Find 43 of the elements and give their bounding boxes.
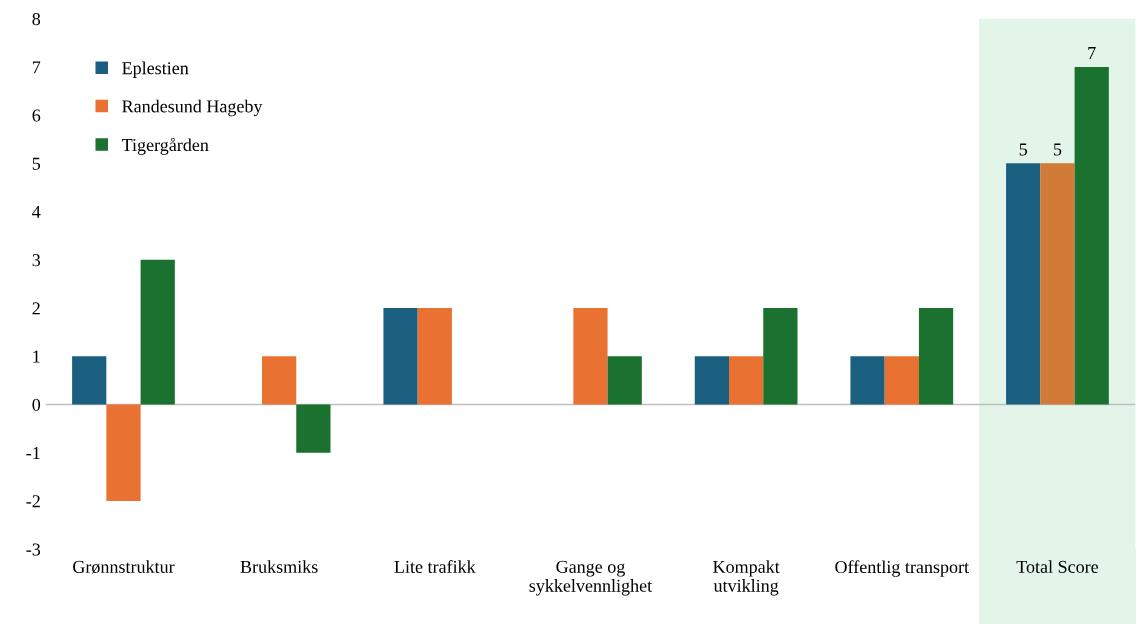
x-tick-label: Kompakt utvikling — [713, 560, 780, 596]
bar — [1074, 66, 1109, 405]
y-tick-label: 3 — [32, 254, 41, 267]
bar — [763, 308, 798, 405]
bar — [884, 356, 919, 405]
bar — [417, 308, 452, 405]
x-tick-label: Gange og sykkelvennlighet — [529, 560, 653, 596]
data-label: 5 — [1054, 143, 1062, 156]
bar — [1040, 163, 1075, 405]
bar — [573, 308, 608, 405]
x-tick-label: Grønnstruktur — [73, 560, 175, 574]
data-label: 5 — [1019, 143, 1028, 156]
legend-label: Tigergården — [121, 137, 209, 155]
x-tick-label: Bruksmiks — [240, 560, 318, 573]
bar — [262, 356, 297, 405]
data-label: 7 — [1088, 47, 1096, 59]
y-tick-label: 5 — [32, 157, 41, 170]
y-tick-label: 4 — [32, 205, 41, 218]
x-tick-label: Offentlig transport — [835, 560, 969, 577]
y-tick-label: 8 — [32, 12, 41, 26]
y-tick-label: -3 — [26, 543, 41, 556]
y-tick-label: 6 — [32, 109, 41, 122]
x-tick-label: Lite trafikk — [394, 560, 476, 573]
bar — [850, 356, 885, 405]
bar — [694, 356, 730, 405]
bar — [140, 259, 175, 405]
y-tick-label: -2 — [26, 495, 40, 508]
legend-label: Randesund Hageby — [122, 99, 263, 117]
y-tick-label: 7 — [32, 61, 41, 74]
bar — [296, 404, 331, 453]
bar — [729, 356, 764, 405]
y-tick-label: -1 — [26, 447, 40, 459]
y-tick-label: 1 — [33, 350, 40, 363]
bar — [106, 404, 141, 501]
bar — [918, 308, 954, 405]
x-tick-label: Total Score — [1016, 560, 1099, 573]
bar — [383, 308, 418, 405]
legend-label: Eplestien — [122, 61, 189, 78]
bar — [1006, 163, 1041, 405]
y-tick-label: 0 — [32, 398, 41, 411]
bar — [607, 356, 642, 405]
bar — [72, 356, 107, 405]
y-tick-label: 2 — [32, 302, 40, 315]
